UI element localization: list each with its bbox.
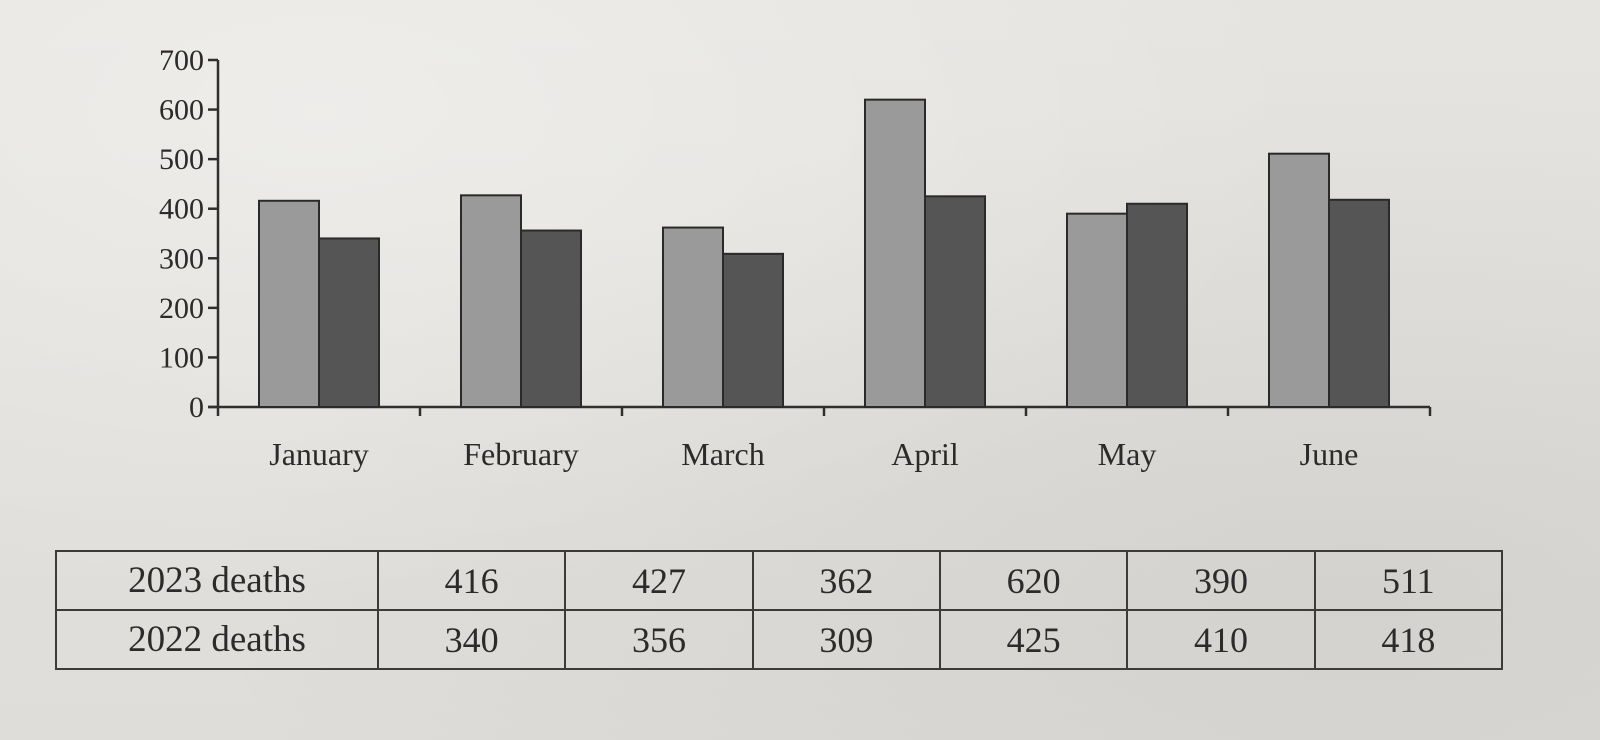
x-category-label: May xyxy=(1098,436,1157,472)
bar-2022-june xyxy=(1328,198,1390,408)
x-category-label: June xyxy=(1300,436,1359,472)
table-cell: 340 xyxy=(376,609,567,670)
x-axis xyxy=(208,405,1432,416)
x-category-label: April xyxy=(891,436,959,472)
table-row-2023: 2023 deaths 416 427 362 620 390 511 xyxy=(55,550,1504,611)
y-tick-label: 700 xyxy=(159,44,204,77)
table-cell: 425 xyxy=(938,609,1129,670)
y-axis: 0 100 200 300 400 500 600 700 xyxy=(159,44,220,424)
table-cell: 418 xyxy=(1313,609,1504,670)
bar-2022-march xyxy=(722,252,784,408)
table-cell: 620 xyxy=(938,550,1129,611)
y-tick-label: 200 xyxy=(159,292,204,325)
bar-2023-june xyxy=(1268,152,1330,408)
row-label: 2022 deaths xyxy=(55,609,379,670)
bar-2022-april xyxy=(924,195,986,408)
bar-2023-may xyxy=(1066,212,1128,408)
x-category-label: January xyxy=(269,436,369,472)
table-cell: 309 xyxy=(751,609,941,670)
x-axis-labels: January February March April May June xyxy=(269,436,1358,472)
table-cell: 362 xyxy=(751,550,941,611)
row-label: 2023 deaths xyxy=(55,550,379,611)
y-tick-label: 0 xyxy=(189,391,204,424)
table-cell: 390 xyxy=(1126,550,1316,611)
table-cell: 511 xyxy=(1313,550,1504,611)
bar-2023-march xyxy=(662,226,724,408)
data-table: 2023 deaths 416 427 362 620 390 511 2022… xyxy=(55,550,1504,670)
y-tick-label: 400 xyxy=(159,193,204,226)
table-cell: 427 xyxy=(564,550,754,611)
bar-2023-january xyxy=(258,199,320,408)
y-tick-label: 600 xyxy=(159,94,204,127)
bar-chart: 0 100 200 300 400 500 600 700 January February Ma… xyxy=(159,44,1432,472)
y-tick-label: 100 xyxy=(159,341,204,374)
table-cell: 416 xyxy=(376,550,567,611)
bar-2023-february xyxy=(460,194,522,408)
bar-2023-april xyxy=(864,98,926,409)
table-row-2022: 2022 deaths 340 356 309 425 410 418 xyxy=(55,609,1504,670)
bar-2022-may xyxy=(1126,202,1188,408)
x-category-label: March xyxy=(681,436,765,472)
table-cell: 410 xyxy=(1126,609,1316,670)
y-tick-label: 300 xyxy=(159,242,204,275)
bar-2022-january xyxy=(318,237,380,408)
x-category-label: February xyxy=(463,436,579,472)
bars xyxy=(258,98,1390,409)
table-cell: 356 xyxy=(564,609,754,670)
bar-2022-february xyxy=(520,229,582,408)
y-tick-label: 500 xyxy=(159,143,204,176)
